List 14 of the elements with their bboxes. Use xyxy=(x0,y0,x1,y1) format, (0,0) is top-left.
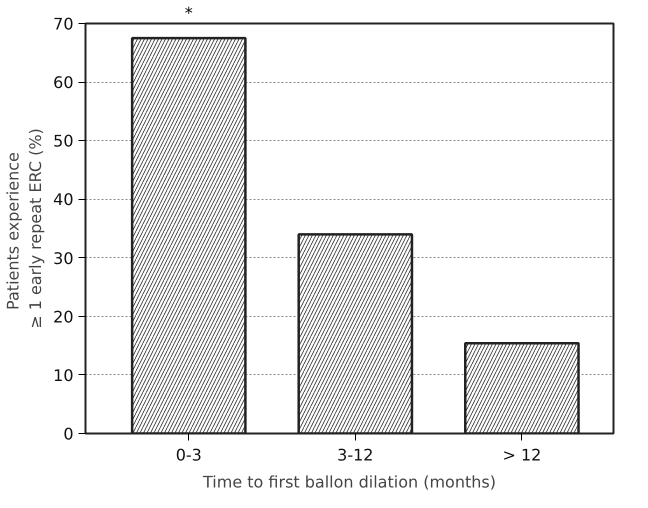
y-tick-label: 70 xyxy=(53,14,74,34)
x-axis-title: Time to first ballon dilation (months) xyxy=(202,472,496,492)
text: * xyxy=(184,4,193,22)
y-tick-label: 50 xyxy=(53,132,74,151)
y-tick-label: 0 xyxy=(63,424,74,444)
y-tick-label: 10 xyxy=(53,366,74,385)
y-tick-label: 30 xyxy=(53,248,74,268)
y-axis-title: Patients experience ≥ 1 early repeat ERC (%) xyxy=(3,128,46,329)
y-tick-label: 60 xyxy=(53,73,74,92)
y-tick-label: 20 xyxy=(53,307,74,326)
x-tick-label: 3-12 xyxy=(337,446,374,464)
y-tick-label: 40 xyxy=(53,190,74,210)
x-tick-label: > 12 xyxy=(502,446,542,464)
x-tick-label: 0-3 xyxy=(176,446,202,464)
